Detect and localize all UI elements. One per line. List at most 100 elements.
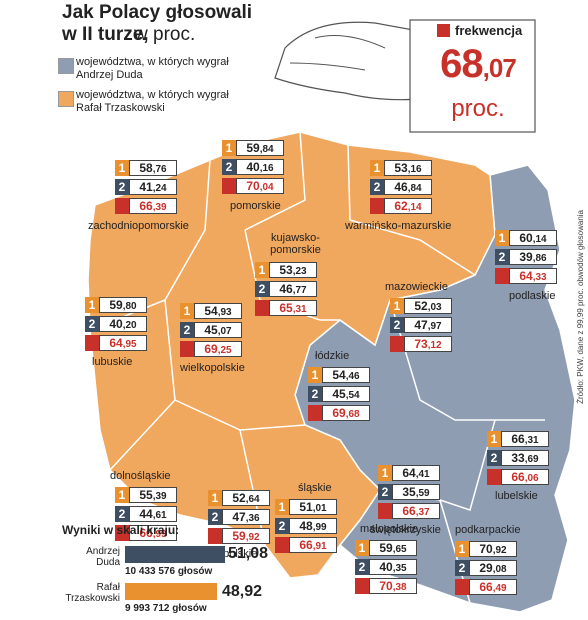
- value-int: 70: [246, 179, 260, 193]
- region-label-opolskie: opolskie: [217, 548, 258, 560]
- value-int: 53: [394, 161, 408, 175]
- legend-item-duda: województwa, w których wygrał Andrzej Du…: [58, 56, 236, 82]
- result-row-r3: 66,39: [115, 198, 177, 214]
- candidate-2-value: 41,24: [129, 179, 177, 195]
- value-int: 40: [109, 317, 123, 331]
- value-int: 40: [246, 160, 260, 174]
- value-dec: ,77: [292, 285, 307, 296]
- candidate-2-value: 33,69: [501, 450, 549, 466]
- value-dec: ,99: [152, 529, 167, 540]
- value-dec: ,36: [245, 513, 260, 524]
- turnout-marker: [85, 335, 99, 351]
- result-row-r3: 66,49: [455, 579, 517, 595]
- candidate-badge-1: 1: [255, 262, 269, 278]
- value-dec: ,03: [427, 302, 442, 313]
- region-label-wielkopolskie: wielkopolskie: [180, 362, 245, 374]
- result-row-r2: 2 45,54: [308, 386, 370, 402]
- result-row-r1: 1 54,46: [308, 367, 370, 383]
- region-label-podlaskie: podlaskie: [509, 290, 556, 302]
- region-label-lubuskie: lubuskie: [92, 356, 133, 368]
- candidate-badge-1: 1: [85, 297, 99, 313]
- turnout-value: 59,92: [222, 528, 270, 544]
- candidate-badge-1: 1: [180, 303, 194, 319]
- result-row-r2: 2 40,20: [85, 316, 147, 332]
- value-int: 66: [479, 580, 493, 594]
- turnout-marker: [487, 469, 501, 485]
- region-label-podkarpackie: podkarpackie: [455, 524, 521, 536]
- turnout-value: 64,33: [509, 268, 557, 284]
- candidate-1-value: 53,16: [384, 160, 432, 176]
- region-results-malopolskie: 1 59,65 2 40,35 70,38: [355, 540, 417, 597]
- value-dec: ,91: [312, 541, 327, 552]
- value-dec: ,16: [259, 163, 274, 174]
- value-int: 66: [402, 504, 416, 518]
- value-int: 64: [109, 336, 123, 350]
- value-dec: ,99: [312, 522, 327, 533]
- candidate-badge-2: 2: [85, 316, 99, 332]
- national-value-duda: 51,08: [228, 545, 269, 562]
- region-label-lodzkie: łódzkie: [315, 350, 350, 362]
- turnout-value: 66,39: [129, 198, 177, 214]
- result-row-r3: 66,91: [275, 537, 337, 553]
- result-row-r1: 1 52,64: [208, 490, 270, 506]
- value-dec: ,08: [492, 564, 507, 575]
- turnout-dec: ,07: [482, 53, 517, 83]
- turnout-int: 68: [440, 42, 483, 86]
- value-dec: ,04: [259, 182, 274, 193]
- candidate-badge-1: 1: [115, 487, 129, 503]
- value-int: 54: [204, 304, 218, 318]
- value-dec: ,68: [345, 409, 360, 420]
- result-row-r2: 2 45,07: [180, 322, 242, 338]
- legend-swatch-trzaskowski: [58, 91, 74, 107]
- candidate-badge-2: 2: [255, 281, 269, 297]
- candidate-badge-1: 1: [370, 160, 384, 176]
- turnout-marker: [222, 178, 236, 194]
- candidate-1-value: 59,80: [99, 297, 147, 313]
- turnout-value: 73,12: [404, 336, 452, 352]
- turnout-value: 66,37: [392, 503, 440, 519]
- value-dec: ,59: [415, 488, 430, 499]
- result-row-r1: 1 59,80: [85, 297, 147, 313]
- result-row-r1: 1 59,84: [222, 140, 284, 156]
- result-row-r2: 2 33,69: [487, 450, 549, 466]
- region-label-mazowieckie: mazowieckie: [385, 281, 448, 293]
- candidate-1-value: 59,65: [369, 540, 417, 556]
- value-dec: ,93: [217, 307, 232, 318]
- region-label-zachodniopomorskie: zachodniopomorskie: [88, 220, 189, 232]
- value-dec: ,31: [524, 435, 539, 446]
- result-row-r1: 1 60,14: [495, 230, 557, 246]
- result-row-r3: 69,68: [308, 405, 370, 421]
- result-row-r3: 66,99: [115, 525, 177, 541]
- value-int: 52: [232, 491, 246, 505]
- national-bar-trzaskowski: [125, 583, 217, 600]
- candidate-badge-2: 2: [180, 322, 194, 338]
- value-int: 69: [332, 406, 346, 420]
- candidate-1-value: 53,23: [269, 262, 317, 278]
- candidate-badge-2: 2: [455, 560, 469, 576]
- value-int: 45: [332, 387, 346, 401]
- turnout-value: 70,04: [236, 178, 284, 194]
- result-row-r1: 1 59,65: [355, 540, 417, 556]
- candidate-1-value: 51,01: [289, 499, 337, 515]
- value-int: 70: [379, 579, 393, 593]
- candidate-2-value: 44,61: [129, 506, 177, 522]
- value-int: 59: [109, 298, 123, 312]
- region-results-slaskie: 1 51,01 2 48,99 66,91: [275, 499, 337, 556]
- candidate-badge-2: 2: [495, 249, 509, 265]
- value-int: 58: [139, 161, 153, 175]
- result-row-r1: 1 64,41: [378, 465, 440, 481]
- candidate-badge-2: 2: [370, 179, 384, 195]
- turnout-marker: [115, 198, 129, 214]
- legend-swatch-duda: [58, 58, 74, 74]
- source-note: Źródło: PKW, dane z 99,99 proc. obwodów …: [576, 210, 585, 404]
- candidate-badge-1: 1: [275, 499, 289, 515]
- value-dec: ,39: [152, 202, 167, 213]
- candidate-badge-2: 2: [487, 450, 501, 466]
- region-results-swietokrzyskie: 1 64,41 2 35,59 66,37: [378, 465, 440, 522]
- region-label-pomorskie: pomorskie: [230, 200, 281, 212]
- turnout-marker: [455, 579, 469, 595]
- value-dec: ,97: [427, 321, 442, 332]
- result-row-r1: 1 55,39: [115, 487, 177, 503]
- region-shape-west: [87, 131, 496, 579]
- value-int: 40: [379, 560, 393, 574]
